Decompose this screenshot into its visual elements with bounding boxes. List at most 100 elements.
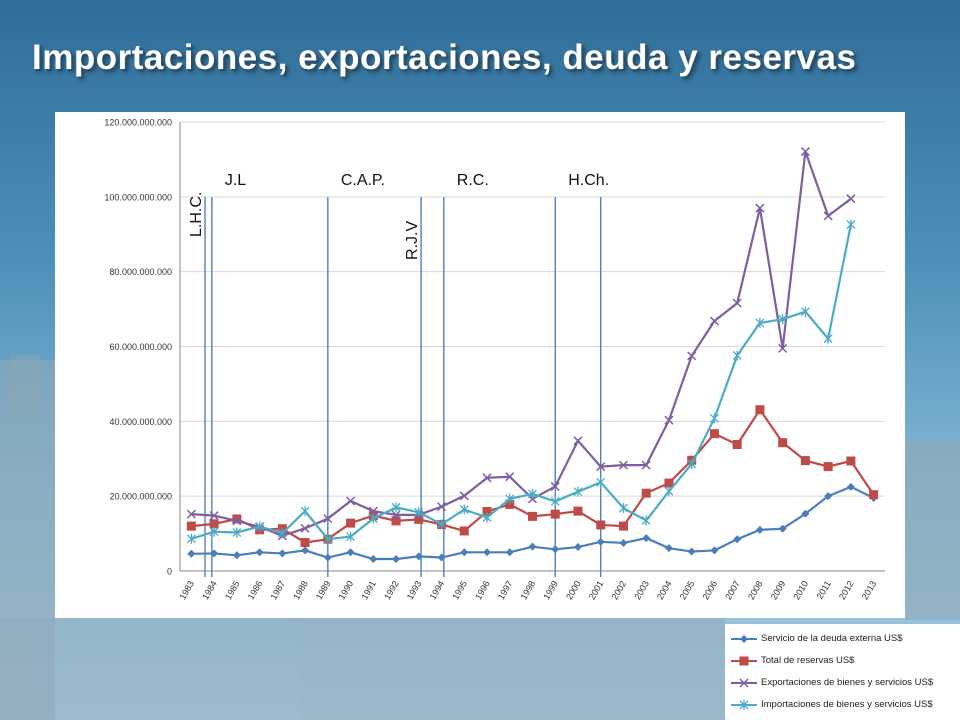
data-point-reserves (823, 462, 833, 472)
data-point-reserves (232, 514, 242, 524)
data-point-imports (619, 503, 628, 514)
data-point-imports (232, 527, 242, 538)
data-point-imports (459, 504, 469, 515)
y-tick-label: 40.000.000.000 (109, 417, 172, 427)
data-point-imports (277, 528, 287, 539)
x-tick-label: 2011 (815, 579, 833, 601)
data-point-debt (596, 537, 605, 546)
legend-marker (739, 700, 749, 710)
legend-marker (739, 678, 749, 688)
data-point-debt (778, 524, 787, 533)
data-point-imports (437, 519, 446, 530)
data-point-reserves (732, 440, 742, 450)
legend-label: Exportaciones de bienes y servicios US$ (761, 677, 934, 688)
data-point-debt (710, 546, 719, 555)
data-point-exports (346, 496, 356, 506)
x-tick-label: 1984 (200, 579, 219, 601)
data-point-reserves (300, 538, 310, 548)
data-point-reserves (505, 499, 515, 509)
line-chart: 0 20.000.000.000 40.000.000.000 60.000.000.… (104, 118, 885, 601)
data-point-exports (437, 502, 447, 512)
data-point-imports (346, 531, 356, 542)
x-tick-label: 2004 (655, 579, 674, 601)
data-point-debt (323, 553, 332, 562)
period-label: C.A.P. (341, 172, 385, 189)
data-point-imports (687, 458, 697, 469)
x-tick-label: 2010 (791, 579, 810, 601)
chart-panel: 0 20.000.000.000 40.000.000.000 60.000.000.… (55, 112, 905, 618)
background-building (300, 618, 725, 720)
y-tick-label: 100.000.000.000 (104, 192, 172, 202)
data-point-exports (618, 460, 628, 470)
data-point-reserves (528, 511, 537, 521)
data-point-imports (482, 512, 492, 523)
background-building (10, 355, 40, 415)
data-point-debt (551, 545, 560, 554)
data-point-exports (323, 514, 333, 524)
data-point-debt (824, 492, 833, 501)
period-label: R.J.V (404, 221, 421, 260)
legend-item: Total de reservas US$ (731, 653, 959, 669)
slide-title: Importaciones, exportaciones, deuda y re… (32, 38, 857, 77)
x-tick-label: 1993 (405, 579, 424, 601)
data-point-debt (460, 548, 469, 557)
data-point-debt (505, 548, 514, 557)
background-building (0, 618, 300, 720)
data-point-exports (482, 473, 492, 483)
y-tick-label: 120.000.000.000 (104, 118, 172, 128)
x-tick-label: 1998 (519, 579, 538, 601)
data-point-reserves (186, 521, 196, 531)
x-tick-label: 2002 (610, 579, 629, 601)
data-point-exports (232, 516, 242, 526)
data-point-reserves (459, 526, 469, 536)
data-point-debt (187, 549, 196, 558)
data-point-exports (368, 506, 378, 516)
data-point-debt (801, 509, 810, 518)
x-tick-label: 1990 (337, 579, 356, 601)
x-tick-label: 1997 (496, 579, 515, 601)
data-point-imports (528, 488, 537, 499)
data-point-debt (278, 549, 287, 558)
data-point-exports (641, 460, 651, 470)
x-tick-label: 1992 (382, 579, 401, 601)
data-point-debt (483, 548, 492, 557)
data-point-imports (778, 314, 788, 325)
x-tick-label: 2006 (700, 579, 719, 601)
period-label: H.Ch. (568, 172, 609, 189)
data-point-imports (209, 526, 219, 537)
data-point-debt (414, 552, 423, 561)
data-point-imports (550, 496, 560, 507)
background-building (905, 440, 960, 620)
x-tick-label: 2012 (837, 579, 856, 601)
legend-item: Servicio de la deuda externa US$ (731, 631, 959, 647)
x-tick-label: 2005 (678, 579, 697, 601)
data-point-exports (800, 147, 810, 157)
data-point-reserves (709, 429, 719, 439)
data-point-exports (209, 511, 219, 521)
data-point-exports (755, 203, 765, 213)
y-tick-label: 60.000.000.000 (109, 342, 172, 352)
data-point-debt (733, 535, 742, 544)
data-point-debt (346, 548, 355, 557)
data-point-imports (800, 306, 810, 317)
data-point-reserves (755, 405, 765, 415)
data-point-imports (414, 507, 424, 518)
data-point-reserves (482, 507, 492, 517)
period-label: L.H.C. (188, 192, 205, 237)
data-point-debt (664, 544, 673, 553)
data-point-exports (823, 211, 833, 221)
x-tick-label: 1983 (177, 579, 196, 601)
background-building (0, 360, 55, 720)
data-point-exports (459, 491, 469, 501)
data-point-imports (596, 477, 606, 488)
data-point-reserves (778, 438, 788, 448)
x-tick-label: 2013 (860, 579, 879, 601)
data-point-debt (642, 534, 651, 543)
x-tick-label: 2008 (746, 579, 765, 601)
legend-swatch-reserves (731, 656, 757, 666)
data-point-reserves (664, 478, 674, 488)
data-point-imports (391, 502, 401, 513)
x-tick-label: 1988 (291, 579, 310, 601)
data-point-reserves (391, 516, 401, 526)
legend-swatch-exports (731, 678, 757, 688)
